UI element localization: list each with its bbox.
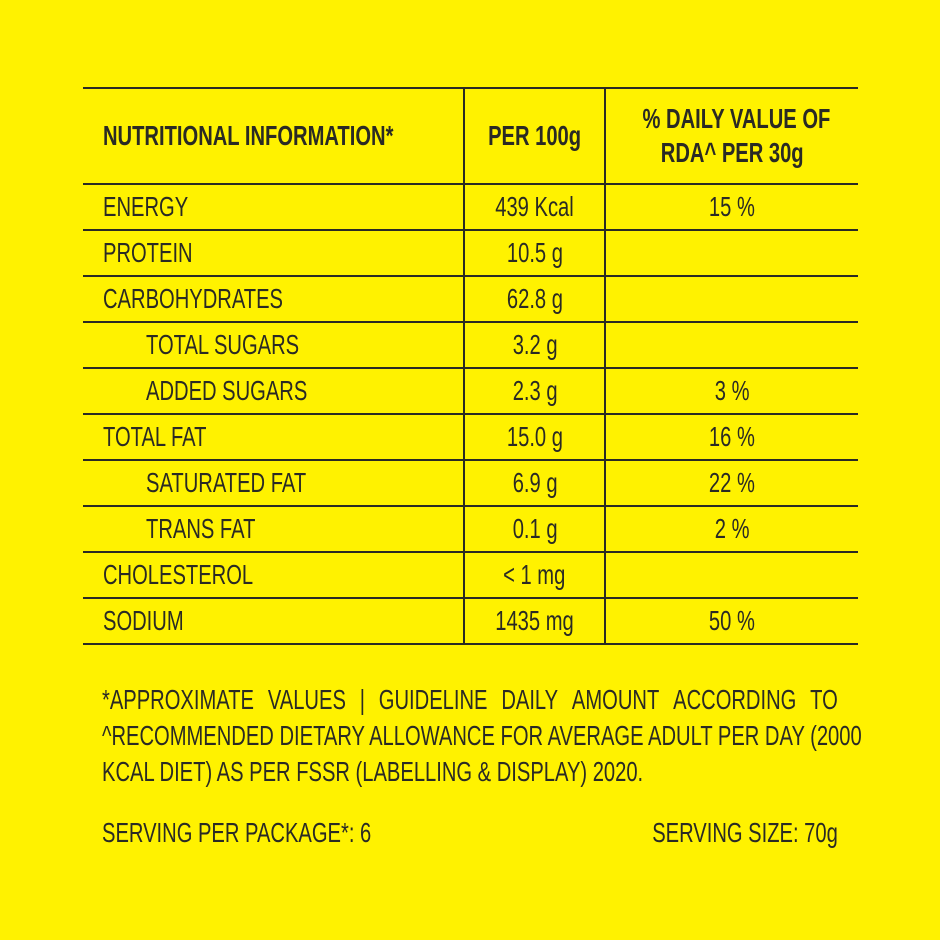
table-row: PROTEIN 10.5 g <box>83 229 858 277</box>
footnote-line-3: KCAL DIET) AS PER FSSR (LABELLING & DISP… <box>102 756 644 787</box>
per-100g-value: 6.9 g <box>462 459 607 507</box>
daily-value: 22 % <box>604 459 858 507</box>
serving-per-package: SERVING PER PACKAGE*: 6 <box>102 817 372 848</box>
footnote-word: | <box>359 684 365 715</box>
nutrient-name: TOTAL FAT <box>83 413 465 461</box>
header-per-100g: PER 100g <box>462 87 607 185</box>
per-100g-value: 62.8 g <box>462 275 607 323</box>
footnote-word: ACCORDING <box>673 684 797 715</box>
table-row: SODIUM 1435 mg 50 % <box>83 597 858 645</box>
footnote-line-2: ^RECOMMENDED DIETARY ALLOWANCE FOR AVERA… <box>102 720 862 751</box>
daily-value <box>604 229 858 277</box>
footnote: *APPROXIMATE VALUES | GUIDELINE DAILY AMOUNT A… <box>102 682 862 790</box>
daily-value: 15 % <box>604 183 858 231</box>
daily-value: 3 % <box>604 367 858 415</box>
per-100g-value: 10.5 g <box>462 229 607 277</box>
per-100g-value: 1435 mg <box>462 597 607 645</box>
footnote-word: GUIDELINE <box>378 684 488 715</box>
nutrient-name: PROTEIN <box>83 229 465 277</box>
per-100g-value: 15.0 g <box>462 413 607 461</box>
table-row: CARBOHYDRATES 62.8 g <box>83 275 858 323</box>
footnote-word: VALUES <box>267 684 346 715</box>
footnote-line-1: *APPROXIMATE VALUES | GUIDELINE DAILY AMOUNT A… <box>102 682 838 718</box>
table-row: TOTAL FAT 15.0 g 16 % <box>83 413 858 461</box>
nutrient-name: SATURATED FAT <box>83 459 465 507</box>
nutrient-name: TRANS FAT <box>83 505 465 553</box>
daily-value: 50 % <box>604 597 858 645</box>
per-100g-value: 439 Kcal <box>462 183 607 231</box>
daily-value: 16 % <box>604 413 858 461</box>
table-row: TOTAL SUGARS 3.2 g <box>83 321 858 369</box>
nutrient-name: ENERGY <box>83 183 465 231</box>
serving-size: SERVING SIZE: 70g <box>652 817 838 848</box>
nutrient-name: ADDED SUGARS <box>83 367 465 415</box>
header-nutrient: NUTRITIONAL INFORMATION* <box>83 87 465 185</box>
footnote-word: TO <box>810 684 838 715</box>
nutrient-name: SODIUM <box>83 597 465 645</box>
table-row: SATURATED FAT 6.9 g 22 % <box>83 459 858 507</box>
per-100g-value: 3.2 g <box>462 321 607 369</box>
daily-value: 2 % <box>604 505 858 553</box>
header-daily-value: % DAILY VALUE OF RDA^ PER 30g <box>604 87 858 185</box>
table-header-row: NUTRITIONAL INFORMATION* PER 100g % DAIL… <box>83 87 858 185</box>
nutrition-table: NUTRITIONAL INFORMATION* PER 100g % DAIL… <box>83 87 858 645</box>
nutrient-name: CARBOHYDRATES <box>83 275 465 323</box>
table-row: CHOLESTEROL < 1 mg <box>83 551 858 599</box>
per-100g-value: < 1 mg <box>462 551 607 599</box>
daily-value <box>604 321 858 369</box>
per-100g-value: 0.1 g <box>462 505 607 553</box>
footnote-word: DAILY <box>501 684 559 715</box>
nutrient-name: TOTAL SUGARS <box>83 321 465 369</box>
footnote-word: *APPROXIMATE <box>102 684 254 715</box>
per-100g-value: 2.3 g <box>462 367 607 415</box>
table-row: ENERGY 439 Kcal 15 % <box>83 183 858 231</box>
daily-value <box>604 551 858 599</box>
nutrient-name: CHOLESTEROL <box>83 551 465 599</box>
footnote-word: AMOUNT <box>571 684 660 715</box>
daily-value <box>604 275 858 323</box>
